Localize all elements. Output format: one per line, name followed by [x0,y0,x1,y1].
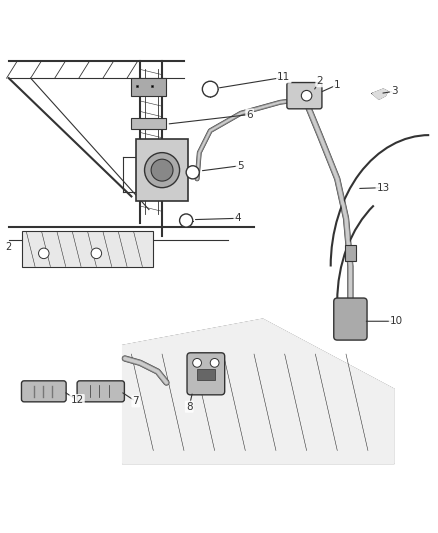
Text: 2: 2 [6,242,12,252]
Text: 4: 4 [234,213,241,223]
Text: 12: 12 [71,395,84,405]
Circle shape [202,81,218,97]
Bar [151,85,153,87]
Text: 1: 1 [334,80,341,90]
Circle shape [180,214,193,227]
Bar [345,246,356,261]
Text: 11: 11 [277,72,290,82]
Text: 2: 2 [316,76,323,86]
Circle shape [91,248,102,259]
FancyBboxPatch shape [187,353,225,395]
Bar [136,140,188,201]
Circle shape [151,159,173,181]
Circle shape [210,359,219,367]
Text: 8: 8 [186,402,193,411]
Polygon shape [123,319,394,464]
FancyBboxPatch shape [77,381,124,402]
Text: 3: 3 [391,86,398,96]
Circle shape [39,248,49,259]
FancyBboxPatch shape [287,83,322,109]
FancyBboxPatch shape [21,381,66,402]
Bar [131,118,166,128]
Text: 10: 10 [390,316,403,326]
Polygon shape [372,89,388,99]
Circle shape [193,359,201,367]
Bar [22,231,153,266]
Circle shape [186,166,199,179]
Bar [131,78,166,96]
Text: 13: 13 [377,183,390,192]
FancyBboxPatch shape [334,298,367,340]
Circle shape [301,91,312,101]
Circle shape [145,152,180,188]
Text: 5: 5 [237,161,244,171]
Text: 6: 6 [246,109,253,119]
Text: 7: 7 [132,397,139,406]
Bar [197,369,215,381]
Bar [136,85,138,87]
